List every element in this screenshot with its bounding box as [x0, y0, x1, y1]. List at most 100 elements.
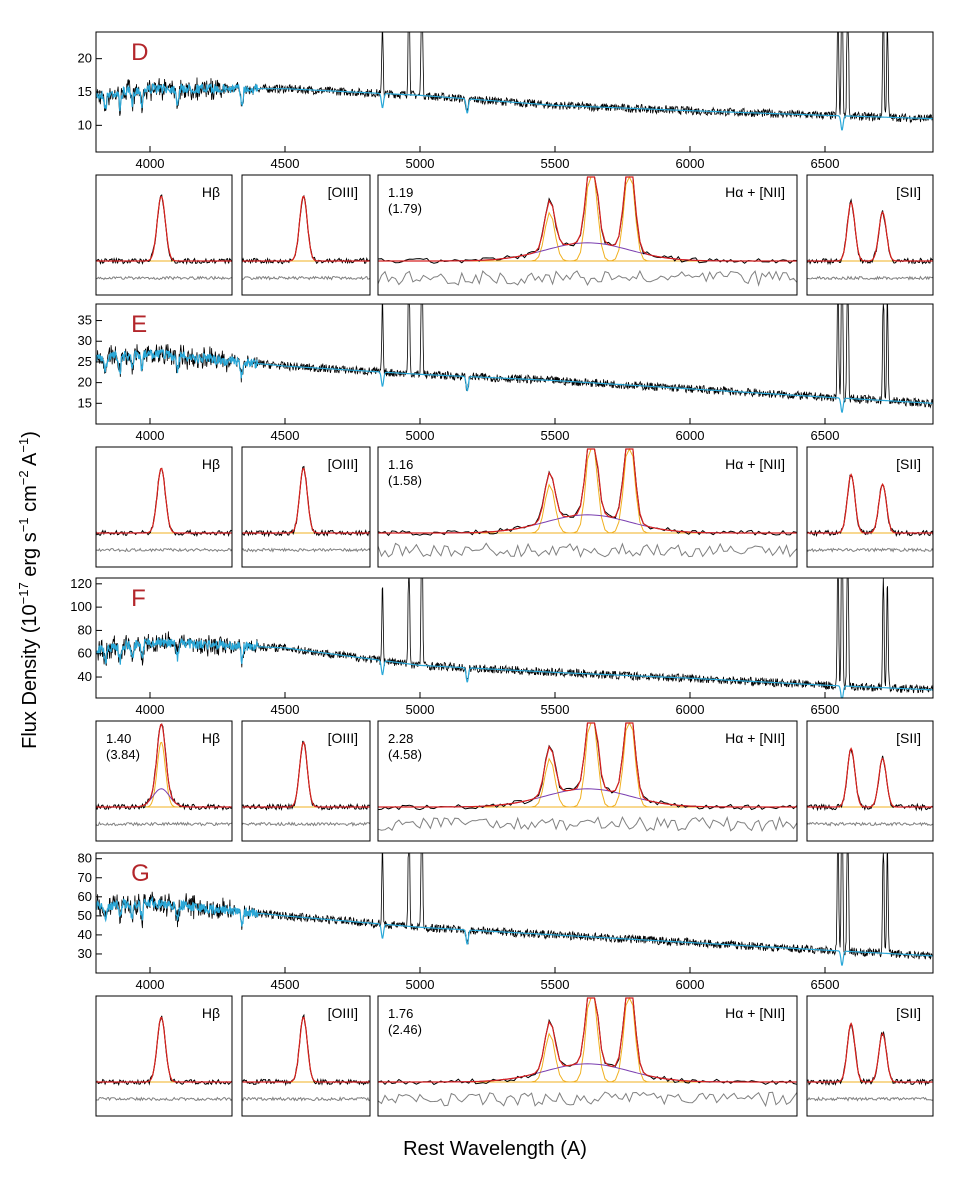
panel-label: F: [131, 585, 146, 612]
residual-line: [95, 821, 233, 827]
observed-zoom-line: [806, 474, 934, 538]
y-tick-label: 20: [78, 375, 92, 390]
subplot-title: [OIII]: [328, 730, 358, 746]
subplot-4: [SII]: [806, 174, 934, 296]
x-tick-label: 4000: [136, 977, 165, 992]
total-fit-line: [807, 201, 933, 262]
subplot-frame: [806, 446, 934, 568]
y-tick-label: 30: [78, 333, 92, 348]
subplot-title: Hα + [NII]: [725, 456, 785, 472]
subplot-4: [SII]: [806, 995, 934, 1117]
observed-zoom-line: [806, 749, 934, 812]
x-tick-label: 5000: [406, 156, 435, 171]
subplot-2: [OIII]: [241, 446, 371, 568]
panel-f: F 40 60 80 100 120 4000 4500 5000 5500 6000 6500 Hβ 1…: [70, 576, 934, 842]
residual-line: [377, 815, 798, 833]
subplot-border: [377, 174, 798, 296]
flux-ratio: 1.40: [106, 731, 131, 746]
y-tick-label: 10: [78, 117, 92, 132]
subplot-title: [OIII]: [328, 456, 358, 472]
subplot-3: Hα + [NII] 2.28(4.58): [377, 720, 798, 842]
y-tick-label: 70: [78, 870, 92, 885]
x-tick-label: 5500: [541, 156, 570, 171]
model-spectrum-line: [95, 896, 934, 966]
total-fit-line: [242, 1016, 370, 1083]
subplot-title: Hβ: [202, 184, 220, 200]
main-plot-border: [95, 577, 934, 699]
total-fit-line: [96, 467, 232, 534]
total-fit-line: [378, 997, 797, 1083]
residual-line: [95, 547, 233, 553]
subplot-title: [SII]: [896, 184, 921, 200]
total-fit-line: [242, 195, 370, 262]
total-fit-line: [807, 747, 933, 808]
subplot-frame: [95, 174, 233, 296]
x-tick-label: 4500: [271, 428, 300, 443]
subplot-title: [OIII]: [328, 1005, 358, 1021]
subplot-1: Hβ: [95, 174, 233, 296]
subplot-frame: [806, 174, 934, 296]
x-tick-label: 6000: [676, 702, 705, 717]
model-spectrum-line: [95, 348, 933, 413]
x-tick-label: 6000: [676, 156, 705, 171]
subplot-3: Hα + [NII] 1.76(2.46): [377, 995, 798, 1117]
subplot-frame: [241, 446, 371, 568]
subplot-border: [95, 446, 233, 568]
residual-line: [806, 821, 933, 827]
main-plot-frame: [95, 303, 934, 425]
subplot-title: Hβ: [202, 456, 220, 472]
y-tick-label: 60: [78, 889, 92, 904]
main-plot-border: [95, 852, 934, 974]
y-tick-label: 35: [78, 313, 92, 328]
x-tick-label: 5000: [406, 428, 435, 443]
observed-spectrum-line: [95, 31, 934, 124]
y-tick-label: 120: [70, 576, 92, 591]
x-tick-label: 6000: [676, 428, 705, 443]
subplot-border: [806, 995, 934, 1117]
residual-line: [241, 1096, 371, 1102]
panel-label: E: [131, 311, 147, 338]
subplot-title: [OIII]: [328, 184, 358, 200]
y-tick-label: 15: [78, 395, 92, 410]
flux-ratio: 1.76: [388, 1006, 413, 1021]
residual-line: [377, 542, 798, 558]
subplot-border: [95, 995, 233, 1117]
x-tick-label: 4500: [271, 156, 300, 171]
main-plot-frame: [95, 577, 934, 699]
model-spectrum-line: [95, 83, 933, 131]
flux-ratio-paren: (3.84): [106, 747, 140, 762]
x-tick-label: 6500: [811, 977, 840, 992]
subplot-1: Hβ: [95, 446, 233, 568]
flux-ratio: 2.28: [388, 731, 413, 746]
residual-line: [241, 275, 371, 281]
total-fit-line: [807, 473, 933, 534]
y-tick-label: 30: [78, 946, 92, 961]
subplot-title: Hβ: [202, 730, 220, 746]
panel-label: G: [131, 860, 150, 887]
subplot-2: [OIII]: [241, 720, 371, 842]
total-fit-line: [96, 1016, 232, 1083]
flux-ratio-paren: (1.79): [388, 201, 422, 216]
x-tick-label: 4000: [136, 702, 165, 717]
subplot-2: [OIII]: [241, 174, 371, 296]
subplot-frame: [95, 446, 233, 568]
flux-ratio-paren: (4.58): [388, 747, 422, 762]
subplot-border: [377, 995, 798, 1117]
residual-line: [377, 1091, 798, 1108]
total-fit-line: [807, 1022, 933, 1083]
main-plot-frame: [95, 31, 934, 153]
y-tick-label: 50: [78, 908, 92, 923]
total-fit-line: [378, 176, 797, 262]
flux-ratio-paren: (2.46): [388, 1022, 422, 1037]
subplot-4: [SII]: [806, 446, 934, 568]
total-fit-line: [378, 448, 797, 534]
subplot-border: [377, 446, 798, 568]
panel-g: G 30 40 50 60 70 80 4000 4500 5000 5500 6000 6500 Hβ […: [78, 851, 934, 1117]
y-tick-label: 100: [70, 599, 92, 614]
panel-e: E 15 20 25 30 35 4000 4500 5000 5500 6000 6500 Hβ [OI…: [78, 303, 934, 568]
y-tick-label: 80: [78, 622, 92, 637]
y-tick-label: 40: [78, 927, 92, 942]
x-tick-label: 6500: [811, 428, 840, 443]
subplot-1: Hβ: [95, 995, 233, 1117]
